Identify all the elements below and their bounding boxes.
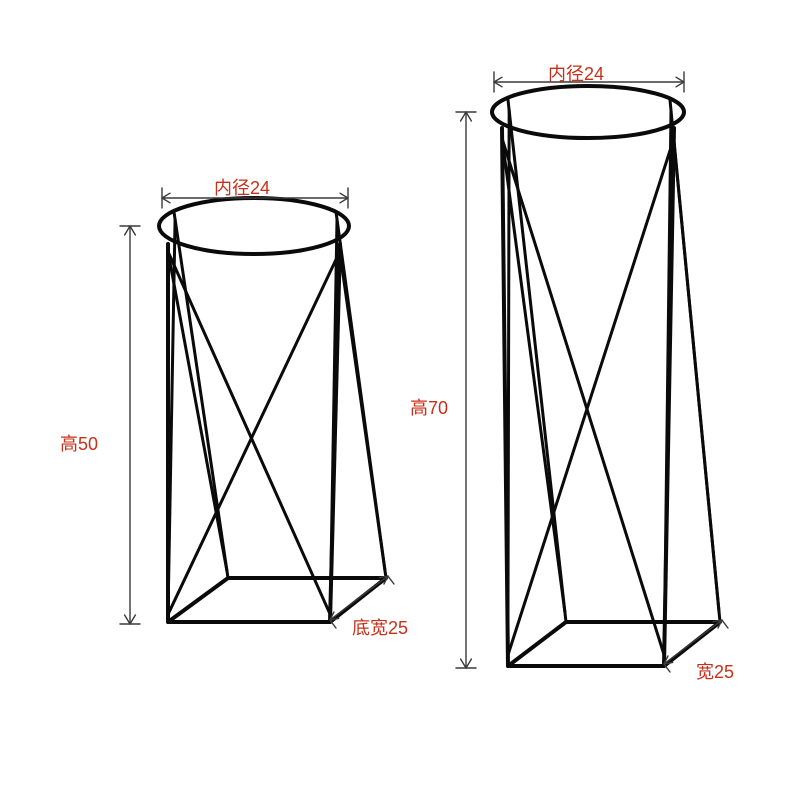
tall-height-label: 高70 xyxy=(410,394,448,420)
tall-diameter-label: 内径24 xyxy=(548,60,604,86)
short-height-label: 高50 xyxy=(60,430,98,456)
short-base-label: 底宽25 xyxy=(352,614,408,640)
tall-base-label: 宽25 xyxy=(696,658,734,684)
short-diameter-label: 内径24 xyxy=(214,174,270,200)
dimension-diagram xyxy=(0,0,800,800)
